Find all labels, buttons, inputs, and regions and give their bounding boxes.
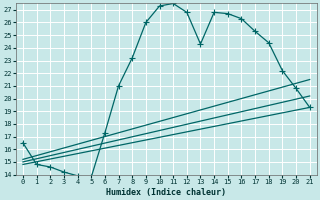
X-axis label: Humidex (Indice chaleur): Humidex (Indice chaleur) [106,188,226,197]
